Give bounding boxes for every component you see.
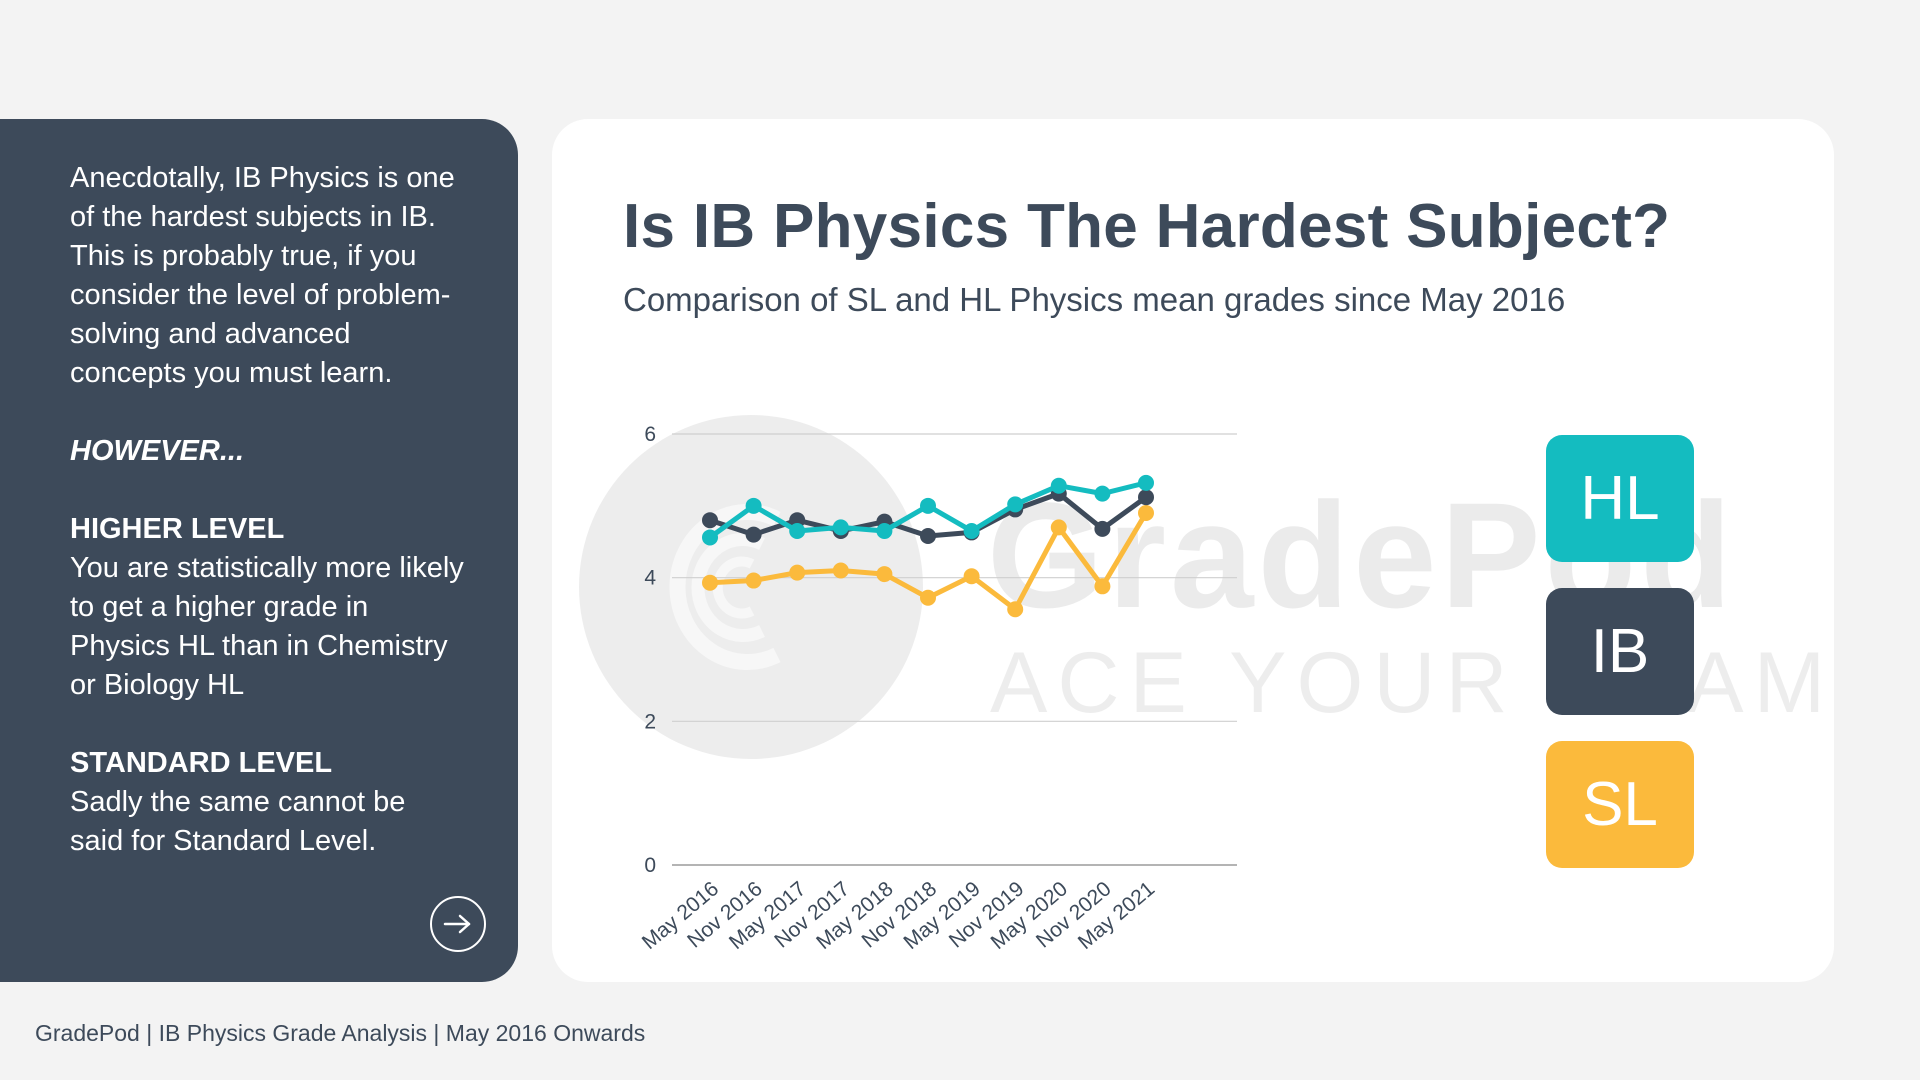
legend-sl: SL xyxy=(1546,741,1694,868)
data-point-hl xyxy=(1050,477,1067,494)
data-point-hl xyxy=(745,497,762,514)
legend-hl: HL xyxy=(1546,435,1694,562)
next-button[interactable] xyxy=(430,896,486,952)
data-point-sl xyxy=(832,562,849,579)
standard-level-text: Sadly the same cannot be said for Standa… xyxy=(70,786,406,857)
data-point-hl xyxy=(920,497,936,514)
data-point-ib xyxy=(920,528,936,545)
data-point-sl xyxy=(1050,519,1067,536)
legend-hl-label: HL xyxy=(1580,464,1660,533)
data-point-ib xyxy=(1138,489,1154,506)
info-panel: Anecdotally, IB Physics is one of the ha… xyxy=(0,119,518,982)
data-point-sl xyxy=(745,572,762,589)
data-point-sl xyxy=(1138,505,1154,522)
higher-level-text: You are statistically more likely to get… xyxy=(70,552,464,701)
data-point-sl xyxy=(1007,601,1024,618)
intro-text: Anecdotally, IB Physics is one of the ha… xyxy=(70,162,455,389)
higher-level-heading: HIGHER LEVEL xyxy=(70,513,285,545)
chart-title: Is IB Physics The Hardest Subject? xyxy=(623,192,1671,261)
data-point-ib xyxy=(702,512,718,529)
info-text: Anecdotally, IB Physics is one of the ha… xyxy=(70,159,470,861)
data-point-hl xyxy=(702,529,718,546)
y-tick-label: 0 xyxy=(644,854,656,877)
y-tick-label: 2 xyxy=(644,710,656,733)
data-point-ib xyxy=(745,526,762,543)
y-tick-label: 4 xyxy=(644,567,656,590)
legend-ib-label: IB xyxy=(1590,617,1650,686)
data-point-sl xyxy=(702,574,718,591)
data-point-hl xyxy=(1094,485,1111,502)
data-point-hl xyxy=(1138,474,1154,491)
data-point-hl xyxy=(1007,496,1024,513)
legend-ib: IB xyxy=(1546,588,1694,715)
footer-text: GradePod | IB Physics Grade Analysis | M… xyxy=(35,1020,646,1046)
data-point-hl xyxy=(876,522,893,539)
standard-level-heading: STANDARD LEVEL xyxy=(70,747,333,779)
chart-card: GradePod ACE YOUR EXAMS Is IB Physics Th… xyxy=(552,119,1834,982)
data-point-sl xyxy=(876,566,893,583)
legend-sl-label: SL xyxy=(1582,770,1658,839)
arrow-right-icon xyxy=(443,914,471,934)
however-text: HOWEVER... xyxy=(70,435,245,467)
data-point-sl xyxy=(1094,578,1111,595)
data-point-sl xyxy=(789,564,806,581)
data-point-ib xyxy=(1094,520,1111,537)
data-point-sl xyxy=(920,589,936,606)
chart-subtitle: Comparison of SL and HL Physics mean gra… xyxy=(623,281,1566,318)
data-point-sl xyxy=(963,568,980,585)
data-point-hl xyxy=(832,519,849,536)
y-tick-label: 6 xyxy=(644,423,656,446)
data-point-hl xyxy=(963,522,980,539)
data-point-hl xyxy=(789,522,806,539)
